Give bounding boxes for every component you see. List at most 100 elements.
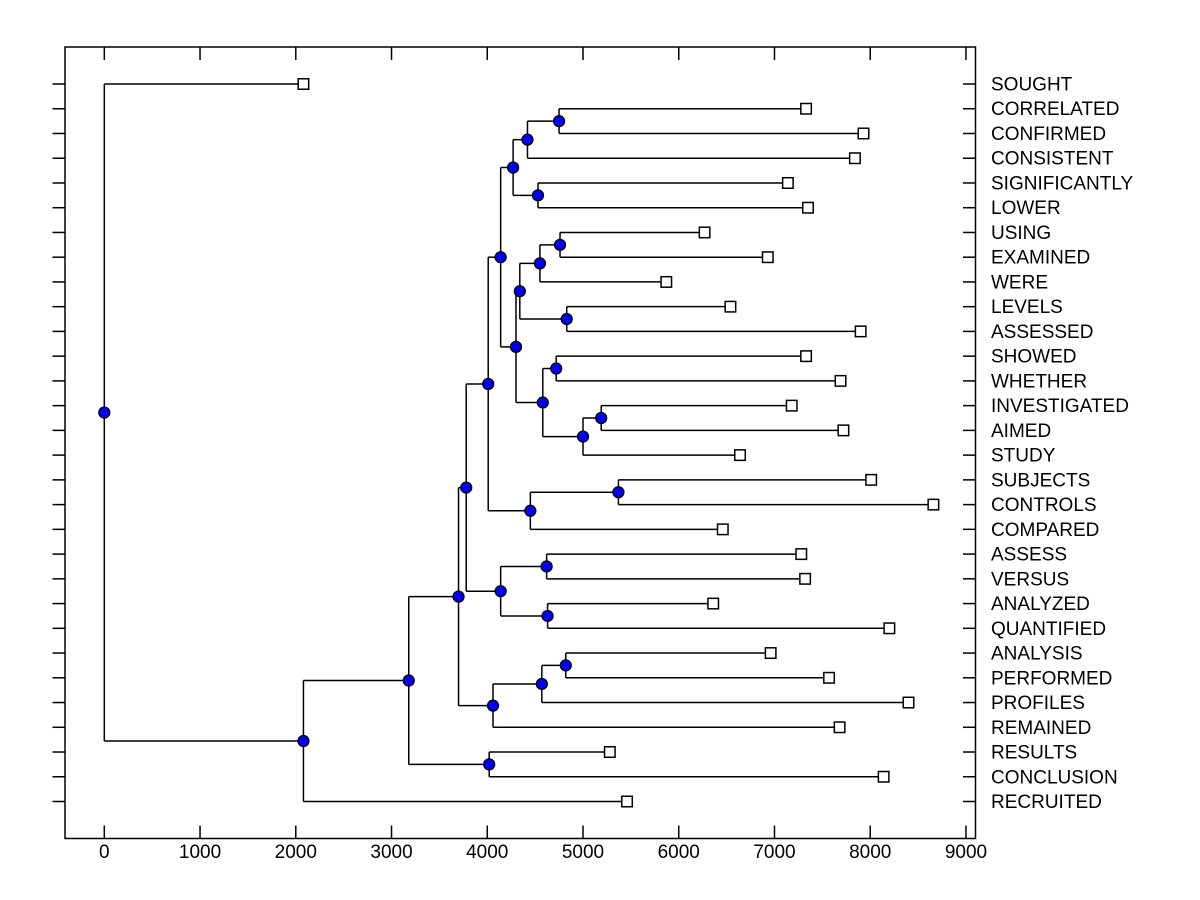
leaf-marker-square [902, 696, 915, 709]
leaf-marker-square [877, 770, 890, 783]
leaf-label: CONFIRMED [991, 124, 1106, 145]
node-marker-circle [535, 677, 548, 691]
x-axis-labels: 0 1000 2000 3000 4000 5000 6000 7000 8000 9000 [99, 842, 987, 863]
leaf-marker-square [761, 251, 774, 264]
leaf-label: PROFILES [991, 693, 1085, 714]
node-marker-circle [98, 406, 111, 419]
leaf-marker-square [621, 795, 634, 808]
leaf-marker-square [707, 597, 720, 610]
node-marker-circle [460, 481, 473, 494]
node-marker-circle [612, 486, 625, 499]
tree-branches [103, 83, 934, 803]
node-marker-circle [560, 312, 573, 326]
leaf-markers [297, 78, 940, 808]
x-tick-label: 5000 [562, 842, 604, 863]
node-marker-circle [486, 699, 500, 712]
leaf-label: LEVELS [991, 297, 1063, 318]
leaf-label: SOUGHT [991, 75, 1073, 96]
leaf-marker-square [927, 498, 940, 511]
leaf-label: WERE [991, 272, 1048, 293]
leaf-marker-square [795, 548, 808, 561]
node-marker-circle [402, 674, 415, 687]
node-marker-circle [552, 114, 566, 128]
leaf-labels: SOUGHT CORRELATED CONFIRMED CONSISTENT SIGNI… [991, 75, 1133, 814]
node-marker-circle [559, 659, 572, 672]
node-marker-circle [494, 585, 507, 598]
node-marker-circle [494, 251, 507, 264]
leaf-label: AIMED [991, 421, 1051, 442]
leaf-label: QUANTIFIED [991, 619, 1106, 640]
leaf-label: CONSISTENT [991, 149, 1114, 170]
leaf-label: RECRUITED [991, 792, 1102, 813]
node-marker-circle [576, 430, 590, 443]
node-marker-circle [524, 504, 537, 517]
leaf-label: CORRELATED [991, 99, 1119, 120]
node-marker-circle [541, 609, 554, 623]
leaf-label: SIGNIFICANTLY [991, 173, 1133, 194]
node-marker-circle [521, 133, 534, 146]
node-marker-circle [536, 396, 549, 409]
leaf-label: EXAMINED [991, 248, 1090, 269]
x-tick-label: 3000 [370, 842, 412, 863]
leaf-label: SHOWED [991, 347, 1077, 368]
leaf-marker-square [764, 647, 777, 660]
leaf-marker-square [800, 102, 813, 115]
leaf-label: ANALYSIS [991, 644, 1083, 665]
x-tick-label: 1000 [179, 842, 221, 863]
x-tick-label: 6000 [658, 842, 700, 863]
x-axis-ticks [103, 47, 967, 839]
leaf-marker-square [297, 78, 310, 90]
node-marker-circle [531, 189, 545, 202]
x-tick-label: 2000 [275, 842, 317, 863]
node-marker-circle [483, 758, 496, 771]
leaf-marker-square [603, 746, 616, 759]
x-tick-label: 7000 [753, 842, 795, 863]
leaf-label: CONCLUSION [991, 767, 1118, 788]
leaf-label: RESULTS [991, 743, 1077, 764]
leaf-label: REMAINED [991, 718, 1091, 739]
leaf-label: INVESTIGATED [991, 396, 1129, 417]
x-tick-label: 8000 [849, 842, 891, 863]
node-marker-circle [482, 377, 495, 391]
leaf-label: CONTROLS [991, 495, 1097, 516]
node-marker-circle [550, 362, 563, 375]
leaf-label: VERSUS [991, 569, 1069, 590]
leaf-marker-square [800, 350, 813, 363]
leaf-marker-square [801, 201, 814, 214]
leaf-label: WHETHER [991, 371, 1087, 392]
leaf-label: ASSESSED [991, 322, 1093, 343]
node-marker-circle [540, 560, 553, 573]
x-tick-label: 4000 [466, 842, 508, 863]
x-tick-label: 0 [99, 842, 110, 863]
leaf-label: PERFORMED [991, 668, 1112, 689]
leaf-marker-square [785, 399, 798, 412]
leaf-label: STUDY [991, 446, 1056, 467]
leaf-marker-square [716, 523, 729, 536]
node-marker-circle [533, 257, 547, 270]
leaf-label: SUBJECTS [991, 470, 1090, 491]
leaf-marker-square [724, 300, 737, 313]
leaf-marker-square [799, 572, 812, 585]
node-marker-circle [509, 340, 523, 354]
leaf-marker-square [823, 671, 836, 684]
leaf-marker-square [865, 473, 878, 486]
leaf-marker-square [883, 622, 896, 635]
node-marker-circle [452, 590, 465, 603]
leaf-label: USING [991, 223, 1051, 244]
x-tick-label: 9000 [945, 842, 987, 863]
leaf-marker-square [837, 424, 850, 437]
leaf-marker-square [698, 226, 711, 239]
node-markers [98, 114, 625, 771]
node-marker-circle [297, 734, 310, 748]
leaf-marker-square [734, 449, 747, 462]
leaf-marker-square [660, 275, 673, 288]
leaf-label: ASSESS [991, 545, 1067, 566]
leaf-marker-square [854, 325, 867, 338]
leaf-label: COMPARED [991, 520, 1099, 541]
node-marker-circle [513, 285, 526, 298]
leaf-marker-square [781, 176, 794, 189]
leaf-label: ANALYZED [991, 594, 1090, 615]
leaf-label: LOWER [991, 198, 1061, 219]
